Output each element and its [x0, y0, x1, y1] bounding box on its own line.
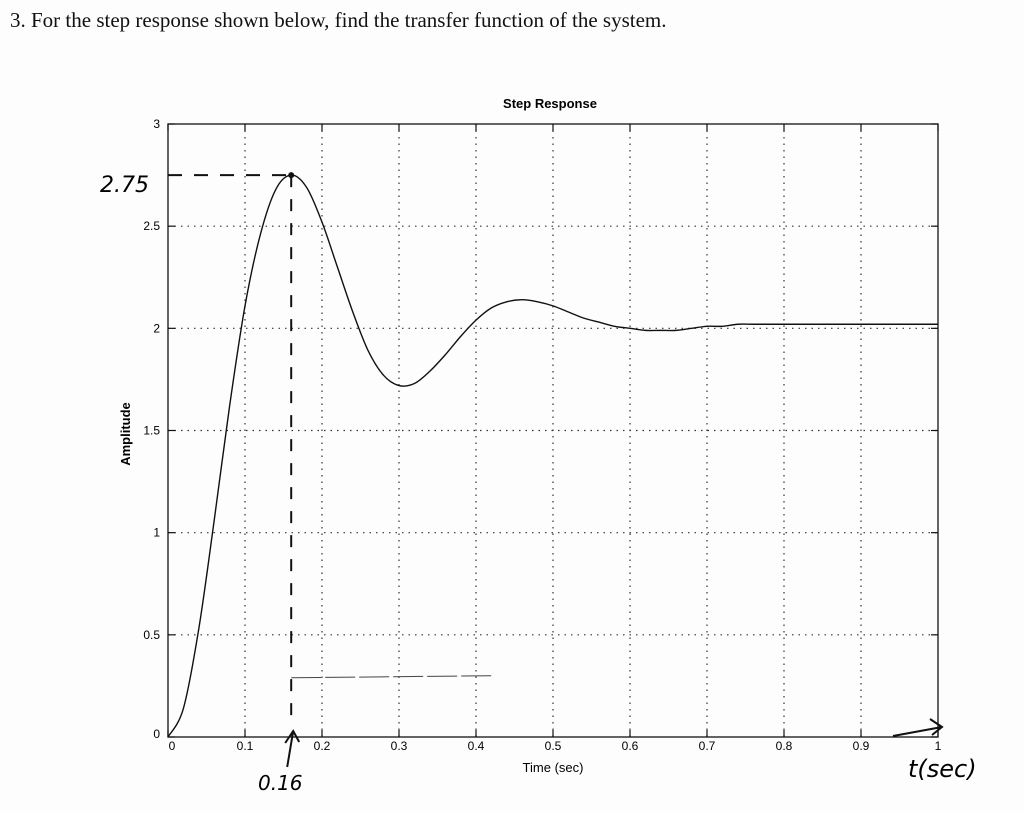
x-tick-label: 0.7 — [699, 739, 716, 753]
y-tick-label: 1 — [153, 526, 160, 540]
peak-marker — [288, 172, 295, 179]
plot-frame — [167, 123, 939, 738]
x-tick-label: 0 — [169, 739, 176, 753]
question-text: 3. For the step response shown below, fi… — [10, 8, 667, 32]
y-tick-label: 0 — [153, 727, 160, 741]
grid — [168, 124, 938, 737]
y-tick-label: 2 — [153, 321, 160, 335]
pencil-mark-line — [291, 675, 492, 679]
peak-time-arrow — [284, 729, 301, 768]
peak-value-annotation: 2.75 — [100, 173, 149, 198]
x-tick-label: 0.2 — [314, 739, 331, 753]
series-line — [167, 174, 938, 738]
peak-time-annotation: 0.16 — [258, 771, 303, 795]
y-tick-label: 3 — [153, 117, 160, 131]
x-tick-label: 0.9 — [853, 739, 870, 753]
y-tick-label: 0.5 — [143, 628, 160, 642]
y-tick-label: 1.5 — [143, 424, 160, 438]
x-tick-label: 0.4 — [468, 739, 485, 753]
x-tick-label: 0.3 — [391, 739, 408, 753]
y-tick-label: 2.5 — [143, 219, 160, 233]
x-tick-label: 0.1 — [237, 739, 254, 753]
time-axis-arrow — [892, 718, 944, 737]
x-tick-label: 1 — [935, 739, 942, 753]
axis-tick-labels: 0 0.1 0.2 0.3 0.4 0.5 0.6 0.7 0.8 0.9 1 0 0.5 1 1.5 2 2.… — [143, 117, 941, 753]
time-axis-annotation: t(sec) — [908, 755, 977, 783]
chart-title: Step Response — [503, 96, 597, 111]
x-tick-label: 0.8 — [776, 739, 793, 753]
x-tick-label: 0.5 — [545, 739, 562, 753]
y-axis-label: Amplitude — [118, 402, 133, 466]
x-tick-label: 0.6 — [622, 739, 639, 753]
handwritten-annotations: 2.75 0.16 t(sec) — [100, 172, 977, 795]
x-axis-label: Time (sec) — [523, 760, 584, 775]
axis-ticks — [167, 123, 939, 738]
